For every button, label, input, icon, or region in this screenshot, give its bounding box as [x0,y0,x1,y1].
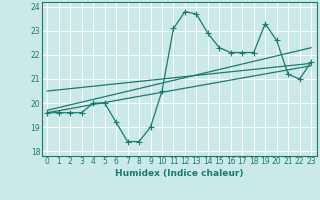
X-axis label: Humidex (Indice chaleur): Humidex (Indice chaleur) [115,169,244,178]
